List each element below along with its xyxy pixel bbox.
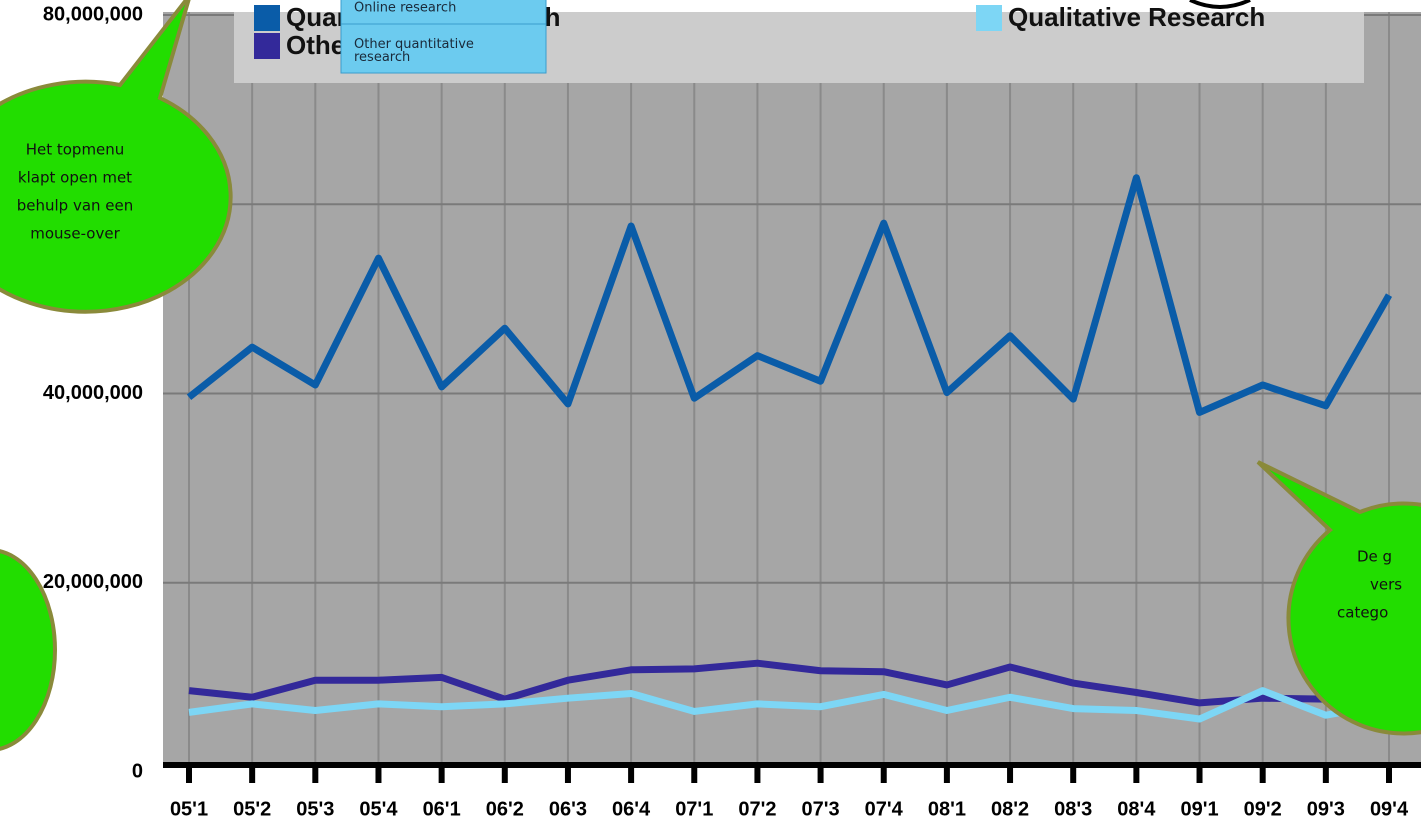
annotation-text: De g <box>1357 548 1392 566</box>
x-tick-label: 08'1 <box>928 798 966 820</box>
x-tick-label: 08'3 <box>1054 798 1092 820</box>
y-tick-label: 20,000,000 <box>43 571 143 593</box>
x-tick-label: 07'4 <box>865 798 904 820</box>
x-tick-label: 09'4 <box>1370 798 1409 820</box>
x-tick-label: 05'4 <box>359 798 398 820</box>
legend-swatch <box>976 5 1002 31</box>
x-tick-label: 07'3 <box>802 798 840 820</box>
annotation-text: catego <box>1337 604 1388 622</box>
x-tick-label: 09'1 <box>1180 798 1218 820</box>
y-tick-label: 40,000,000 <box>43 382 143 404</box>
x-tick-label: 05'2 <box>233 798 271 820</box>
x-tick-label: 09'2 <box>1244 798 1282 820</box>
x-tick-label: 06'2 <box>486 798 524 820</box>
y-tick-label: 80,000,000 <box>43 3 143 25</box>
x-tick-label: 09'3 <box>1307 798 1345 820</box>
x-tick-label: 05'3 <box>296 798 334 820</box>
menu-item: Online research <box>354 1 456 16</box>
chart: 020,000,00040,000,00060,000,00080,000,00… <box>0 0 1421 828</box>
annotation-text: behulp van een <box>17 197 134 215</box>
page: {"chart_data": {"type": "line", "categor… <box>0 0 1421 828</box>
annotation-text: klapt open met <box>18 169 132 187</box>
x-tick-label: 07'2 <box>738 798 776 820</box>
plot-area <box>163 12 1421 765</box>
x-tick-label: 06'3 <box>549 798 587 820</box>
x-tick-label: 05'1 <box>170 798 208 820</box>
annotation-text: Het topmenu <box>26 141 125 159</box>
y-tick-label: 0 <box>132 760 143 782</box>
x-tick-label: 07'1 <box>675 798 713 820</box>
legend-swatch <box>254 33 280 59</box>
menu-item-line: research <box>354 50 410 65</box>
annotation-text: vers <box>1370 576 1402 594</box>
x-tick-label: 06'1 <box>423 798 461 820</box>
x-tick-label: 08'2 <box>991 798 1029 820</box>
x-tick-label: 08'4 <box>1117 798 1156 820</box>
annotation-text: mouse-over <box>30 225 120 243</box>
legend-swatch <box>254 5 280 31</box>
x-tick-label: 06'4 <box>612 798 651 820</box>
